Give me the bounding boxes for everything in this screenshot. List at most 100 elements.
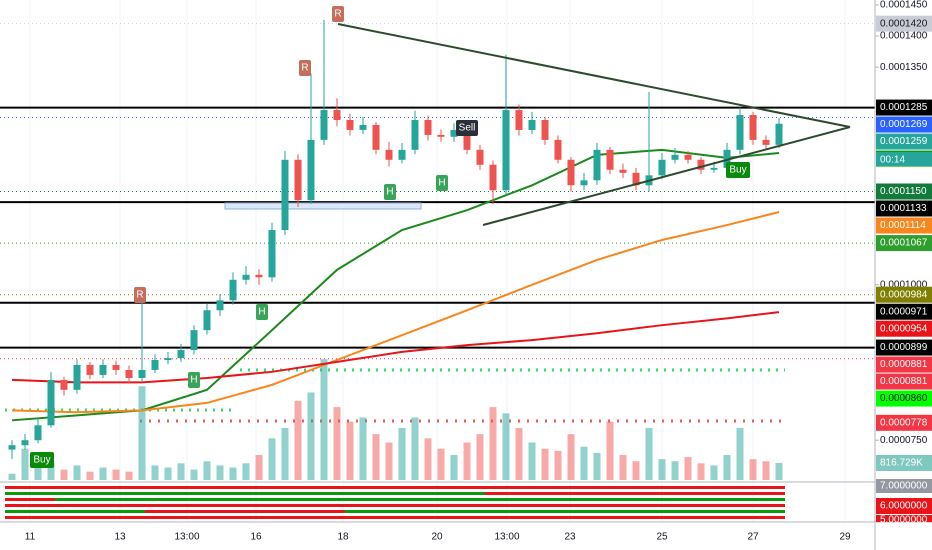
grid bbox=[29, 0, 846, 522]
volume-bar bbox=[489, 407, 497, 480]
price-label: 0.0001133 bbox=[880, 203, 927, 214]
volume-bar bbox=[229, 467, 237, 480]
volume-bar bbox=[671, 461, 679, 480]
volume-bar bbox=[749, 459, 757, 480]
candle-body bbox=[216, 300, 224, 311]
candle-body bbox=[437, 134, 445, 137]
indicator-label-box bbox=[876, 515, 932, 522]
candle-body bbox=[359, 124, 367, 130]
volume-bar bbox=[463, 442, 471, 480]
candle-body bbox=[684, 154, 692, 160]
price-label-box bbox=[876, 373, 932, 390]
candle-body bbox=[8, 445, 16, 450]
volume-bar bbox=[86, 471, 94, 480]
candle-body bbox=[203, 310, 211, 331]
volume-bar bbox=[515, 427, 523, 480]
volume-bar bbox=[372, 434, 380, 480]
candle-body bbox=[21, 440, 29, 446]
volume-bar bbox=[346, 421, 354, 480]
marker: Buy bbox=[729, 165, 746, 176]
price-label-box bbox=[876, 99, 932, 116]
x-tick-label: 25 bbox=[656, 532, 668, 543]
volume-bar bbox=[255, 455, 263, 480]
candle-body bbox=[762, 139, 770, 145]
candle-body bbox=[749, 115, 757, 140]
candle-body bbox=[580, 180, 588, 186]
volume-bar bbox=[645, 427, 653, 480]
volume-bar bbox=[151, 465, 159, 480]
volume-bar bbox=[359, 417, 367, 480]
candle-body bbox=[697, 159, 705, 170]
x-tick-label: 23 bbox=[564, 532, 576, 543]
volume-bar bbox=[697, 463, 705, 480]
volume-bar bbox=[710, 465, 718, 480]
volume-bar bbox=[216, 465, 224, 480]
candle-body bbox=[671, 154, 679, 160]
price-label: 0.0001420 bbox=[880, 18, 928, 29]
volume-bar bbox=[567, 434, 575, 480]
price-label-box bbox=[876, 414, 932, 431]
price-label: 0.0001150 bbox=[880, 186, 927, 197]
x-axis: 11 13 13:00 16 18 20 13:00 23 25 27 29 bbox=[25, 532, 851, 543]
volume-bar bbox=[164, 467, 172, 480]
price-label-box bbox=[876, 390, 932, 407]
candle-body bbox=[307, 139, 315, 201]
price-label: 0.0000899 bbox=[880, 342, 928, 353]
price-label-box bbox=[876, 200, 932, 217]
volume-bar bbox=[736, 427, 744, 480]
volume-bar bbox=[99, 467, 107, 480]
price-label: 0.0000778 bbox=[880, 417, 928, 428]
marker: H bbox=[386, 187, 393, 198]
candle-body bbox=[177, 350, 185, 359]
candle-body bbox=[411, 120, 419, 150]
marker: Sell bbox=[459, 123, 476, 134]
volume-label: 816.729K bbox=[880, 458, 923, 469]
y-tick-label: 0.0001350 bbox=[880, 62, 928, 73]
volume-bar bbox=[437, 448, 445, 480]
price-label-box bbox=[876, 133, 932, 150]
price-label-box bbox=[876, 286, 932, 303]
indicator-pane bbox=[5, 486, 785, 519]
indicator-label: 7.0000000 bbox=[880, 481, 928, 492]
candle-body bbox=[320, 110, 328, 140]
volume-pane bbox=[8, 359, 783, 480]
price-label-box bbox=[876, 339, 932, 356]
candle-body bbox=[281, 159, 289, 231]
candle-body bbox=[151, 360, 159, 370]
y-tick-label: 0.0001400 bbox=[880, 31, 928, 42]
price-label: 0.0001114 bbox=[880, 220, 926, 231]
x-tick-label: 20 bbox=[431, 532, 443, 543]
price-label-box bbox=[876, 303, 932, 320]
candle-body bbox=[606, 149, 614, 170]
price-label-box bbox=[876, 235, 932, 252]
candle-body bbox=[34, 425, 42, 441]
marker: R bbox=[334, 9, 341, 20]
price-label: 0.0000881 bbox=[880, 376, 928, 387]
volume-bar bbox=[320, 359, 328, 480]
indicator-label-box bbox=[876, 479, 932, 493]
volume-bar bbox=[632, 461, 640, 480]
x-tick-label: 18 bbox=[337, 532, 349, 543]
moving-average bbox=[11, 211, 780, 414]
x-tick-label: 13:00 bbox=[494, 532, 519, 543]
marker: H bbox=[438, 178, 445, 189]
candle-body bbox=[242, 274, 250, 280]
volume-bar bbox=[723, 455, 731, 480]
candle-body bbox=[268, 230, 276, 278]
candle-body bbox=[554, 139, 562, 160]
volume-bar bbox=[73, 465, 81, 480]
volume-bar bbox=[60, 469, 68, 480]
candle-body bbox=[125, 369, 133, 379]
range-box bbox=[224, 202, 422, 210]
moving-average bbox=[11, 311, 780, 384]
volume-bar bbox=[554, 450, 562, 480]
candle-body bbox=[138, 369, 146, 379]
volume-bar bbox=[385, 442, 393, 480]
volume-bar bbox=[242, 463, 250, 480]
volume-bar bbox=[411, 417, 419, 480]
candle-body bbox=[385, 149, 393, 160]
candle-body bbox=[528, 120, 536, 130]
volume-bar bbox=[138, 386, 146, 480]
price-label-box bbox=[876, 320, 932, 337]
volume-bar bbox=[502, 413, 510, 480]
